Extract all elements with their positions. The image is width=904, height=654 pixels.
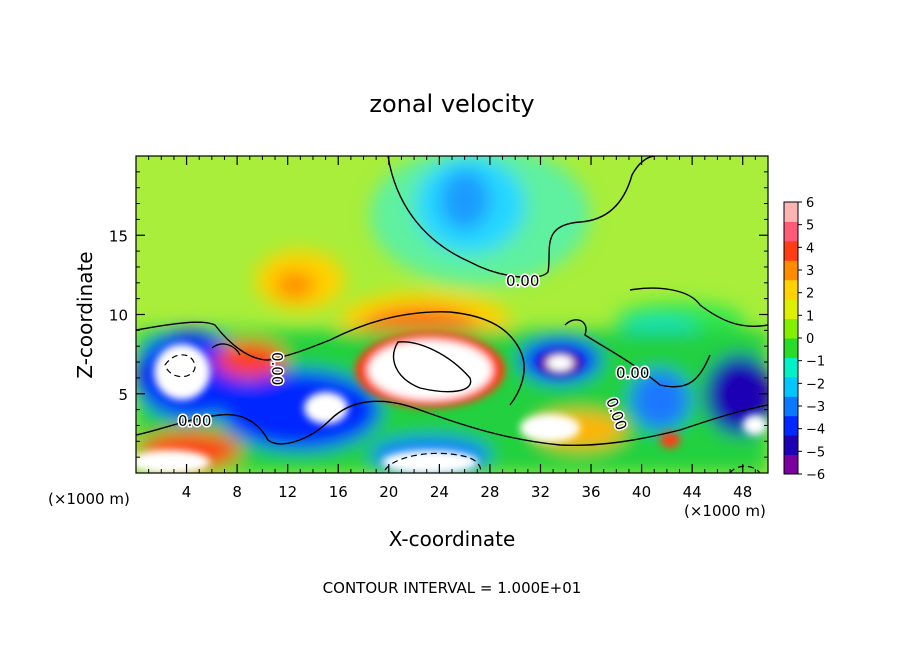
x-unit-left: (×1000 m) (48, 490, 130, 508)
x-tick-label: 4 (182, 483, 192, 501)
colorbar-tick-label: 0 (806, 332, 814, 347)
contour-label-left: 0.00 (178, 412, 211, 430)
colorbar-swatch (784, 376, 798, 397)
y-axis-label: Z-coordinate (73, 251, 97, 378)
colorbar-tick-label: 5 (806, 219, 814, 234)
contour-lines (136, 156, 768, 447)
colorbar-tick-label: 2 (806, 287, 814, 302)
x-tick-label: 48 (733, 483, 752, 501)
x-tick-label: 28 (480, 483, 499, 501)
x-tick-label: 32 (531, 483, 550, 501)
colorbar-swatch (784, 338, 798, 358)
contour-interval-note: CONTOUR INTERVAL = 1.000E+01 (323, 579, 582, 597)
x-tick-label: 12 (278, 483, 297, 501)
colorbar-swatch (784, 415, 798, 436)
contour-label-top: 0.00 (506, 272, 539, 290)
colorbar-swatch (784, 454, 798, 475)
colorbar-tick-label: −2 (806, 377, 825, 392)
x-unit-right: (×1000 m) (684, 502, 766, 520)
x-tick-label: 8 (232, 483, 242, 501)
colorbar-tick-label: 4 (806, 241, 814, 256)
x-tick-label: 20 (379, 483, 398, 501)
colorbar-swatch (784, 357, 798, 378)
x-axis-label: X-coordinate (389, 527, 516, 551)
colorbar-swatch (784, 396, 798, 417)
colorbar-swatch (784, 260, 798, 281)
negative-contours (164, 354, 761, 473)
colorbar-tick-label: 1 (806, 309, 814, 324)
colorbar-tick-label: −3 (806, 400, 825, 415)
colorbar-tick-label: −1 (806, 355, 825, 370)
colorbar-tick-label: −4 (806, 423, 825, 438)
x-tick-label: 24 (430, 483, 449, 501)
colorbar-tick-label: 6 (806, 196, 814, 211)
plot-area: 0.00 0.00 0.00 0.00 0.00 (136, 156, 768, 473)
y-tick-label: 15 (109, 227, 128, 245)
colorbar-swatch (784, 279, 798, 300)
x-tick-label: 16 (329, 483, 348, 501)
colorbar-swatch (784, 299, 798, 320)
y-axis-ticks: 5 10 15 (109, 171, 768, 458)
y-tick-label: 10 (109, 307, 128, 325)
contour-label-right: 0.00 (616, 364, 649, 382)
field-cores (136, 332, 767, 473)
colorbar-swatch (784, 435, 798, 456)
chart-title: zonal velocity (369, 90, 534, 118)
x-tick-label: 36 (581, 483, 600, 501)
colorbar-tick-label: −6 (806, 468, 825, 483)
field-shading (136, 156, 768, 473)
x-tick-label: 44 (683, 483, 702, 501)
colorbar-tick-label: −5 (806, 445, 825, 460)
colorbar-swatch (784, 318, 798, 339)
y-tick-label: 5 (118, 386, 128, 404)
contour-label-vertical-left: 0.00 (268, 352, 286, 385)
colorbar-tick-label: 3 (806, 264, 814, 279)
colorbar-swatch (784, 202, 798, 222)
x-tick-label: 40 (632, 483, 651, 501)
colorbar-swatch (784, 240, 798, 261)
x-axis-ticks: 4 8 12 16 20 24 28 32 36 40 44 48 (148, 156, 756, 501)
colorbar-swatch (784, 221, 798, 242)
colorbar: 6 5 4 3 2 1 0 −1 −2 −3 −4 −5 −6 (783, 196, 825, 483)
